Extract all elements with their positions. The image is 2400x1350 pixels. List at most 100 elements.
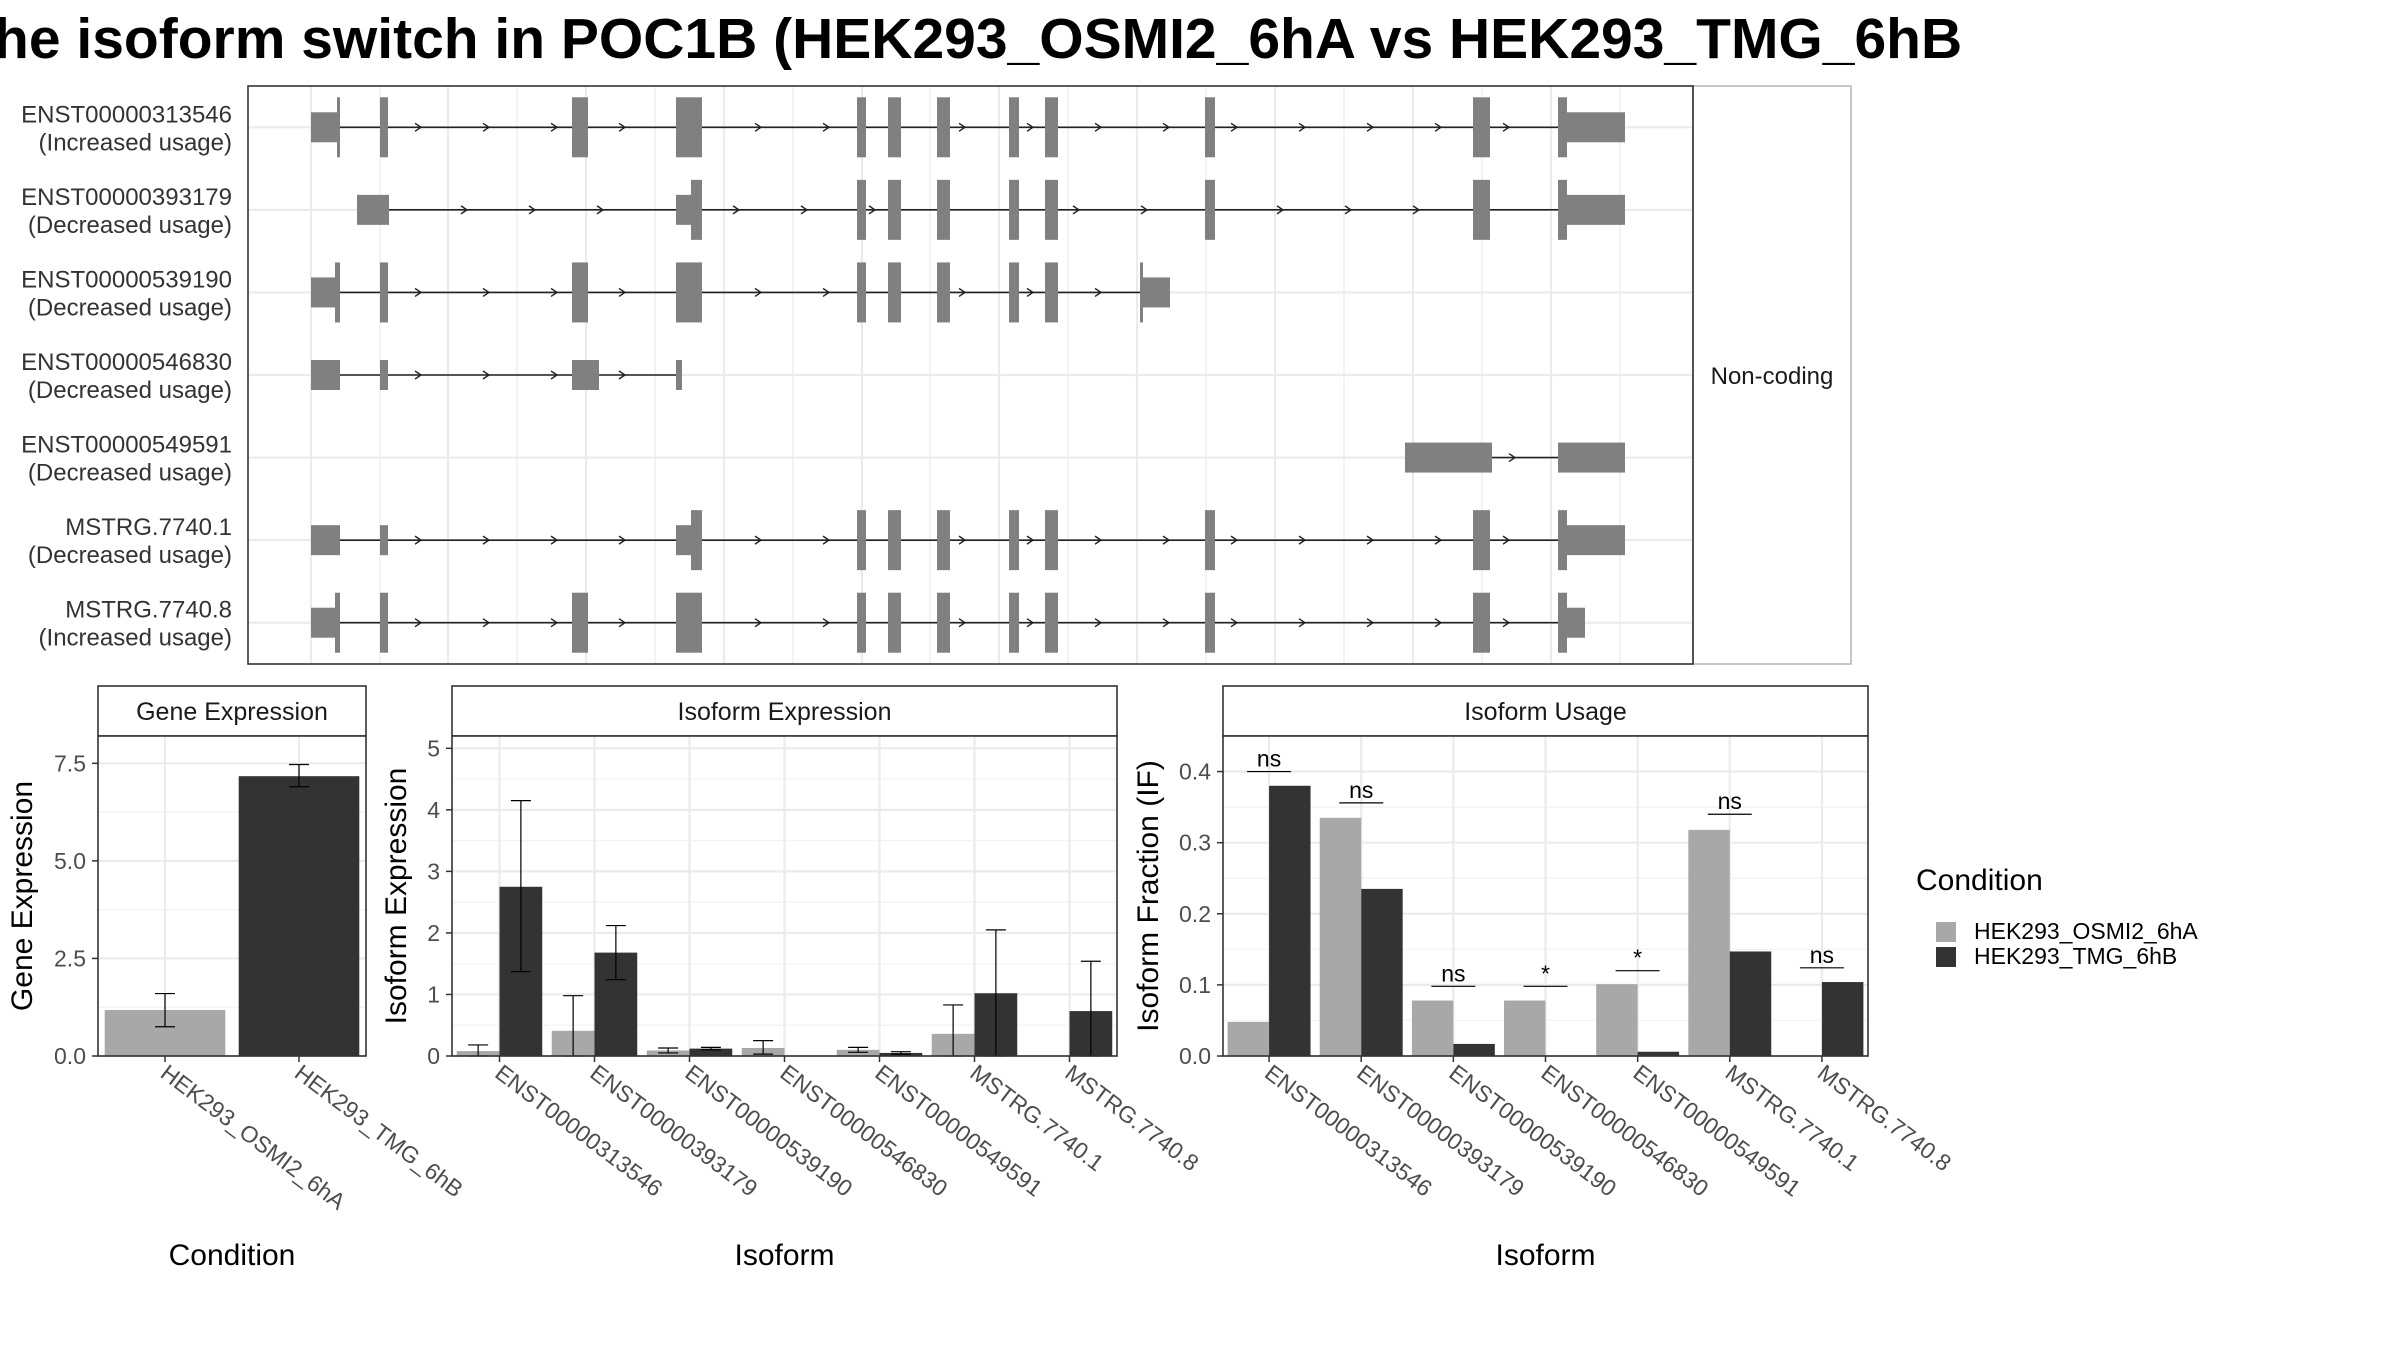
exon-block xyxy=(1143,277,1170,308)
exon-block xyxy=(1045,179,1058,240)
intron-arrow xyxy=(958,535,967,545)
x-tick-label: ENST00000539190 xyxy=(1444,1059,1621,1201)
intron-arrow xyxy=(1508,452,1517,463)
intron-arrow xyxy=(1094,287,1103,298)
exon-block xyxy=(857,179,866,240)
exon-block xyxy=(676,97,702,158)
bar xyxy=(1596,984,1638,1056)
exon-block xyxy=(676,194,691,225)
intron-arrow xyxy=(958,287,967,298)
intron-arrow xyxy=(800,205,809,215)
bar xyxy=(1729,951,1772,1056)
intron-arrow xyxy=(822,287,831,298)
intron-arrow xyxy=(1366,535,1375,545)
exon-block xyxy=(1567,194,1625,225)
intron-arrow xyxy=(414,370,423,380)
exon-block xyxy=(1009,97,1019,158)
x-tick-label: ENST00000546830 xyxy=(1536,1059,1713,1201)
exon-block xyxy=(1009,179,1019,240)
exon-block xyxy=(676,262,702,323)
exon-block xyxy=(1558,510,1567,571)
exon-block xyxy=(1558,592,1567,653)
intron-arrow xyxy=(482,535,491,545)
exon-block xyxy=(857,592,866,653)
bar xyxy=(1411,1000,1454,1056)
significance-label: ns xyxy=(1718,788,1742,814)
intron-arrow xyxy=(754,122,763,132)
y-tick-label: 2.5 xyxy=(54,945,86,971)
exon-block xyxy=(888,97,901,158)
intron-arrow xyxy=(1502,122,1511,132)
x-tick-label: ENST00000393179 xyxy=(1352,1059,1529,1201)
panel-strip xyxy=(97,685,367,737)
exon-block xyxy=(311,277,335,308)
intron-arrow xyxy=(1434,535,1443,545)
intron-arrow xyxy=(528,205,537,215)
intron-arrow xyxy=(550,370,559,380)
transcript-usage-label: (Decreased usage) xyxy=(28,212,232,239)
y-tick-label: 0.2 xyxy=(1179,901,1211,927)
y-tick-label: 5.0 xyxy=(54,848,86,874)
bar xyxy=(238,776,360,1056)
intron-arrow xyxy=(482,287,491,298)
exon-block xyxy=(1009,592,1019,653)
intron-arrow xyxy=(1162,535,1171,545)
exon-block xyxy=(1045,97,1058,158)
transcript-name-label: MSTRG.7740.1 xyxy=(65,514,232,541)
exon-block xyxy=(1205,510,1215,571)
exon-block xyxy=(1567,607,1585,638)
panel-strip-title: Isoform Expression xyxy=(678,698,892,726)
facet-strip xyxy=(1692,85,1852,665)
y-axis-title: Isoform Fraction (IF) xyxy=(1132,760,1165,1032)
intron-arrow xyxy=(822,122,831,132)
legend-label: HEK293_TMG_6hB xyxy=(1974,943,2177,969)
exon-block xyxy=(1205,592,1215,653)
intron-arrow xyxy=(1230,535,1239,545)
intron-arrow xyxy=(482,618,491,628)
bar xyxy=(1453,1043,1495,1056)
y-axis-title: Gene Expression xyxy=(6,781,39,1011)
significance-label: * xyxy=(1541,960,1550,986)
x-axis-title: Condition xyxy=(169,1239,296,1272)
intron-arrow xyxy=(414,618,423,628)
exon-block xyxy=(337,97,340,158)
exon-block xyxy=(1473,510,1490,571)
exon-block xyxy=(888,510,901,571)
exon-block xyxy=(937,592,950,653)
exon-block xyxy=(1205,179,1215,240)
y-tick-label: 2 xyxy=(427,920,440,946)
x-tick-label: ENST00000549591 xyxy=(870,1059,1047,1201)
transcript-name-label: ENST00000549591 xyxy=(21,432,232,459)
transcript-name-label: ENST00000546830 xyxy=(21,349,232,376)
y-tick-label: 0.1 xyxy=(1179,972,1211,998)
exon-block xyxy=(1473,179,1490,240)
intron-arrow xyxy=(550,618,559,628)
intron-arrow xyxy=(1026,122,1035,132)
intron-arrow xyxy=(618,618,627,628)
exon-block xyxy=(380,97,388,158)
y-tick-label: 0.0 xyxy=(1179,1043,1211,1069)
facet-strip-label: Non-coding xyxy=(1711,363,1834,390)
intron-arrow xyxy=(1502,535,1511,545)
bar xyxy=(1688,829,1730,1056)
intron-arrow xyxy=(1344,205,1353,215)
exon-block xyxy=(572,262,588,323)
y-tick-label: 1 xyxy=(427,981,440,1007)
intron-arrow xyxy=(482,122,491,132)
y-tick-label: 4 xyxy=(427,797,440,823)
intron-arrow xyxy=(958,122,967,132)
intron-arrow xyxy=(618,287,627,298)
exon-block xyxy=(1045,262,1058,323)
y-tick-label: 0.0 xyxy=(54,1043,86,1069)
exon-block xyxy=(857,97,866,158)
exon-block xyxy=(857,262,866,323)
exon-block xyxy=(691,510,702,571)
intron-arrow xyxy=(1026,287,1035,298)
legend-label: HEK293_OSMI2_6hA xyxy=(1974,918,2198,944)
intron-arrow xyxy=(868,205,877,215)
bar xyxy=(836,1049,880,1056)
panel-strip xyxy=(451,685,1118,737)
intron-arrow xyxy=(822,618,831,628)
y-tick-label: 0 xyxy=(427,1043,440,1069)
exon-block xyxy=(311,607,335,638)
